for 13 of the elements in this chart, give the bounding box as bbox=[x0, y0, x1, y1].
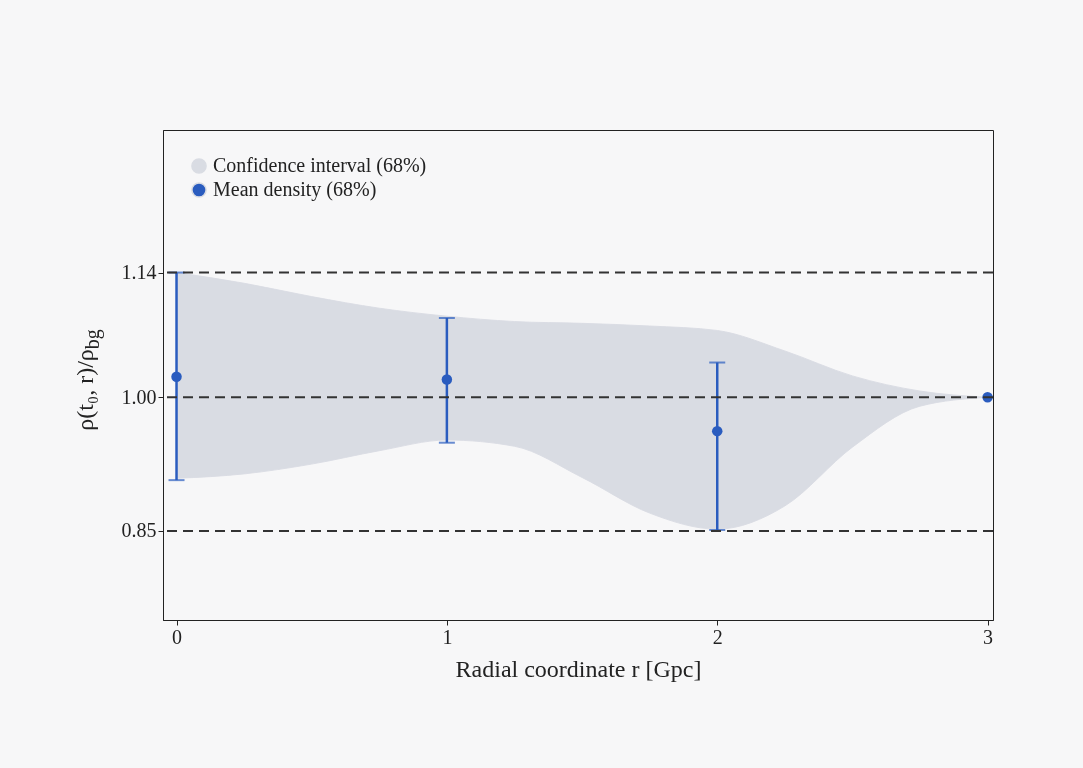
point bbox=[441, 374, 453, 385]
x-tick-label: 2 bbox=[712, 625, 723, 648]
legend-label: Confidence interval (68%) bbox=[213, 154, 427, 177]
x-axis-title: Radial coordinate r [Gpc] bbox=[455, 655, 702, 682]
point bbox=[171, 371, 182, 383]
y-tick-label: 1.14 bbox=[121, 261, 157, 284]
point bbox=[711, 425, 723, 437]
x-tick-label: 3 bbox=[983, 625, 994, 648]
y-tick-label: 0.85 bbox=[121, 519, 157, 542]
y-tick-label: 1.00 bbox=[121, 385, 157, 408]
x-tick-label: 0 bbox=[172, 625, 183, 648]
legend-label: Mean density (68%) bbox=[213, 178, 377, 201]
x-tick-label: 1 bbox=[442, 625, 453, 648]
